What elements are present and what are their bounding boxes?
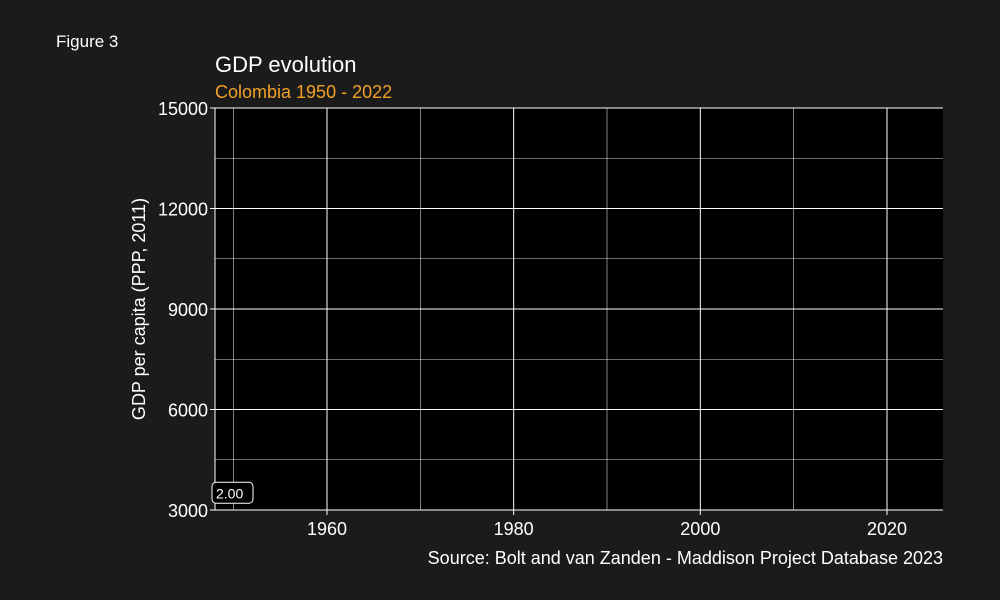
y-tick-labels: 3000 6000 9000 12000 15000	[158, 99, 215, 521]
x-tick-labels: 1960 1980 2000 2020	[307, 510, 907, 539]
figure-label: Figure 3	[56, 32, 118, 51]
y-tick-label: 6000	[168, 401, 208, 421]
source-caption: Source: Bolt and van Zanden - Maddison P…	[428, 548, 943, 568]
x-tick-label: 2020	[867, 519, 907, 539]
x-tick-label: 2000	[680, 519, 720, 539]
annotation-layer: 2.00	[211, 481, 254, 504]
y-axis-label: GDP per capita (PPP, 2011)	[129, 198, 149, 420]
chart-title: GDP evolution	[215, 52, 356, 77]
x-tick-label: 1980	[494, 519, 534, 539]
y-tick-label: 12000	[158, 200, 208, 220]
value-label: 2.00	[216, 485, 243, 501]
grid-layer	[214, 107, 943, 511]
chart-subtitle: Colombia 1950 - 2022	[215, 82, 392, 102]
value-label-box	[211, 481, 254, 504]
y-tick-label: 15000	[158, 99, 208, 119]
y-tick-label: 9000	[168, 300, 208, 320]
x-tick-label: 1960	[307, 519, 347, 539]
y-tick-label: 3000	[168, 501, 208, 521]
